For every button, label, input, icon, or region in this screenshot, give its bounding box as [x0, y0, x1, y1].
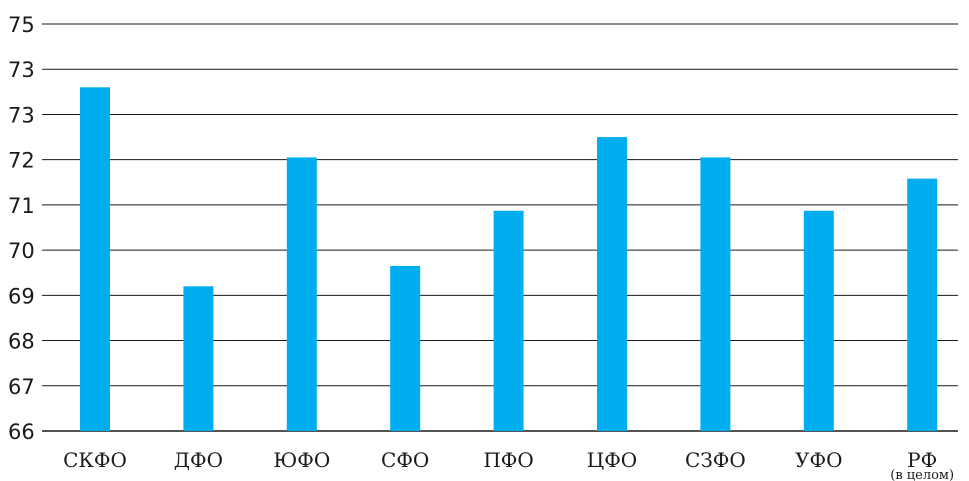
x-category-sublabel: (в целом): [890, 468, 954, 481]
y-tick-label: 67: [8, 375, 35, 399]
y-tick-label: 72: [8, 149, 35, 173]
y-tick-label: 70: [8, 239, 35, 263]
x-category-label: ЮФО: [273, 448, 330, 472]
bar: [803, 210, 834, 431]
y-tick-label: 73: [8, 58, 35, 82]
x-category-label: СФО: [381, 448, 429, 472]
bar: [80, 87, 110, 432]
y-axis-tick-labels: 66 67 68 69 70 71 72 73 73 75: [8, 13, 35, 444]
bar: [907, 178, 938, 431]
bar: [700, 157, 731, 431]
x-category-label: ДФО: [174, 448, 223, 472]
x-category-label: ПФО: [483, 448, 533, 472]
x-category-label: УФО: [795, 448, 842, 472]
x-category-label: СКФО: [63, 448, 127, 472]
bar: [493, 210, 524, 431]
x-category-label: РФ: [907, 448, 937, 472]
x-axis-category-labels: СКФО ДФО ЮФО СФО ПФО ЦФО СЗФО УФО РФ(в целом): [63, 448, 954, 481]
y-tick-label: 69: [8, 284, 35, 308]
x-category-label: СЗФО: [685, 448, 746, 472]
y-tick-label: 75: [8, 13, 35, 37]
y-tick-label: 71: [8, 194, 35, 218]
y-tick-label: 66: [8, 420, 35, 444]
y-tick-label: 68: [8, 330, 35, 354]
bars: [80, 87, 938, 432]
bar: [183, 286, 214, 431]
bar: [390, 265, 421, 431]
x-category-label: ЦФО: [587, 448, 637, 472]
bar: [597, 137, 627, 432]
bar: [286, 157, 317, 431]
y-tick-label: 73: [8, 103, 35, 127]
